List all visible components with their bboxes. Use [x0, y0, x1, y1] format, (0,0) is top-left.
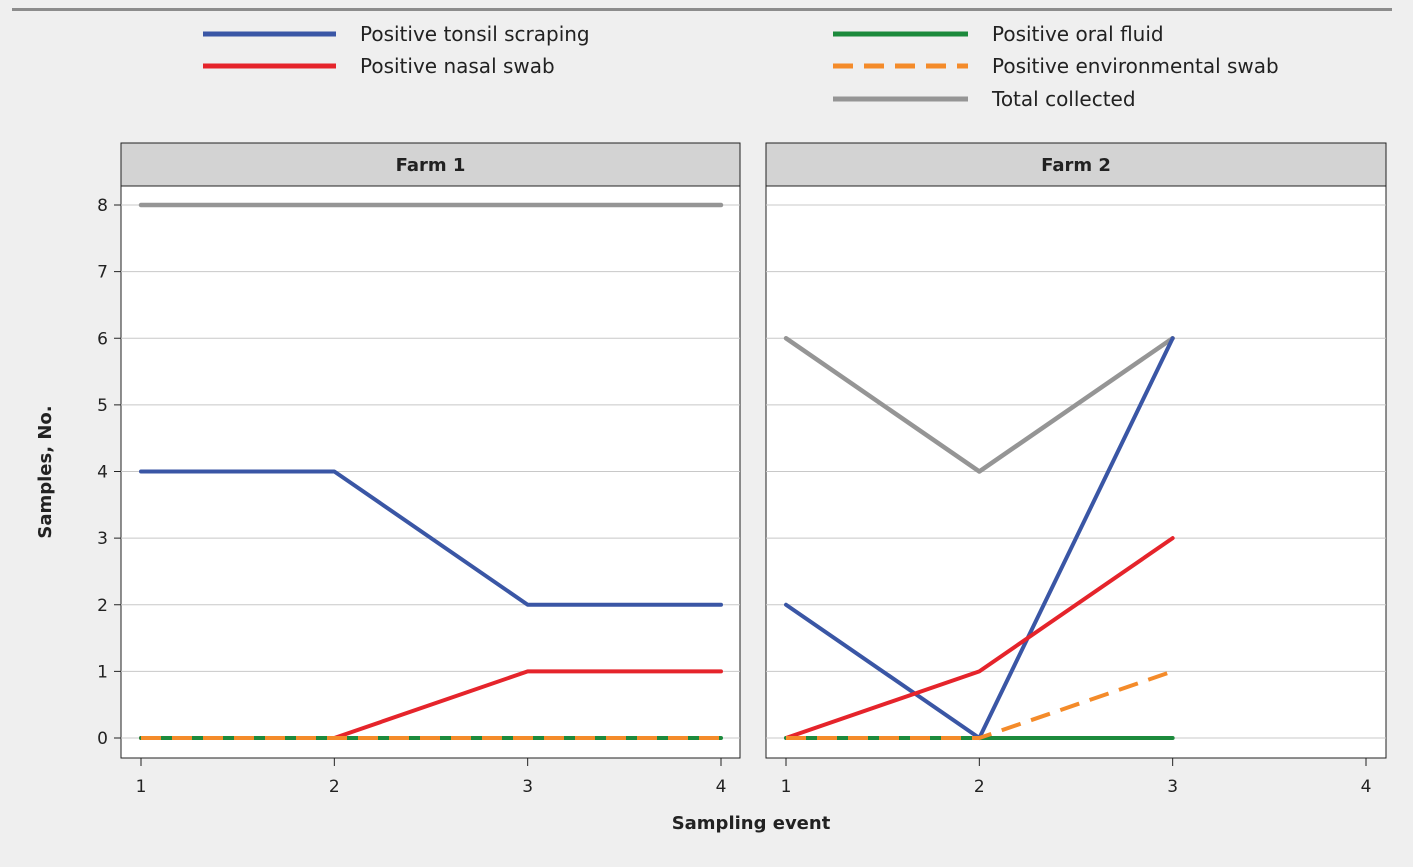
y-tick-label: 7 — [97, 263, 108, 283]
x-tick-label: 1 — [781, 777, 792, 797]
x-tick-label: 3 — [1167, 777, 1178, 797]
series-line-tonsil — [139, 469, 723, 607]
y-tick-label: 8 — [97, 196, 108, 216]
legend: Positive tonsil scraping Positive nasal s… — [203, 22, 1279, 111]
y-axis-title: Samples, No. — [35, 405, 56, 538]
y-tick-label: 3 — [97, 529, 108, 549]
legend-label-oral: Positive oral fluid — [992, 22, 1164, 46]
series-group — [783, 336, 1175, 740]
y-tick-label: 1 — [97, 662, 108, 682]
series-line-nasal — [784, 536, 1175, 740]
x-tick-label: 3 — [522, 777, 533, 797]
x-tick-label: 4 — [716, 777, 727, 797]
x-axis: 1 2 3 4 — [781, 758, 1372, 797]
series-line-env — [786, 669, 1174, 740]
x-tick-label: 2 — [974, 777, 985, 797]
facet-panel-farm-1: Farm 1 0 1 2 3 4 5 6 7 8 1 2 3 4 — [97, 142, 741, 797]
y-axis: 0 1 2 3 4 5 6 7 8 — [97, 196, 121, 749]
facet-title: Farm 1 — [396, 155, 466, 176]
x-tick-label: 4 — [1361, 777, 1372, 797]
facet-strip — [120, 142, 741, 187]
legend-label-total: Total collected — [991, 87, 1136, 111]
legend-label-nasal: Positive nasal swab — [360, 54, 555, 78]
y-tick-label: 6 — [97, 329, 108, 349]
legend-label-tonsil: Positive tonsil scraping — [360, 22, 590, 46]
y-tick-label: 5 — [97, 396, 108, 416]
x-tick-label: 2 — [329, 777, 340, 797]
legend-label-env: Positive environmental swab — [992, 54, 1279, 78]
series-line-total — [783, 336, 1175, 474]
x-axis: 1 2 3 4 — [136, 758, 727, 797]
facet-strip — [765, 142, 1387, 187]
y-tick-label: 0 — [97, 729, 108, 749]
y-tick-label: 4 — [97, 463, 108, 483]
facet-title: Farm 2 — [1041, 155, 1111, 176]
x-tick-label: 1 — [136, 777, 147, 797]
series-group — [138, 202, 724, 740]
y-tick-label: 2 — [97, 596, 108, 616]
facet-panel-farm-2: Farm 2 1 2 3 4 — [765, 142, 1387, 797]
x-axis-title: Sampling event — [672, 813, 831, 834]
